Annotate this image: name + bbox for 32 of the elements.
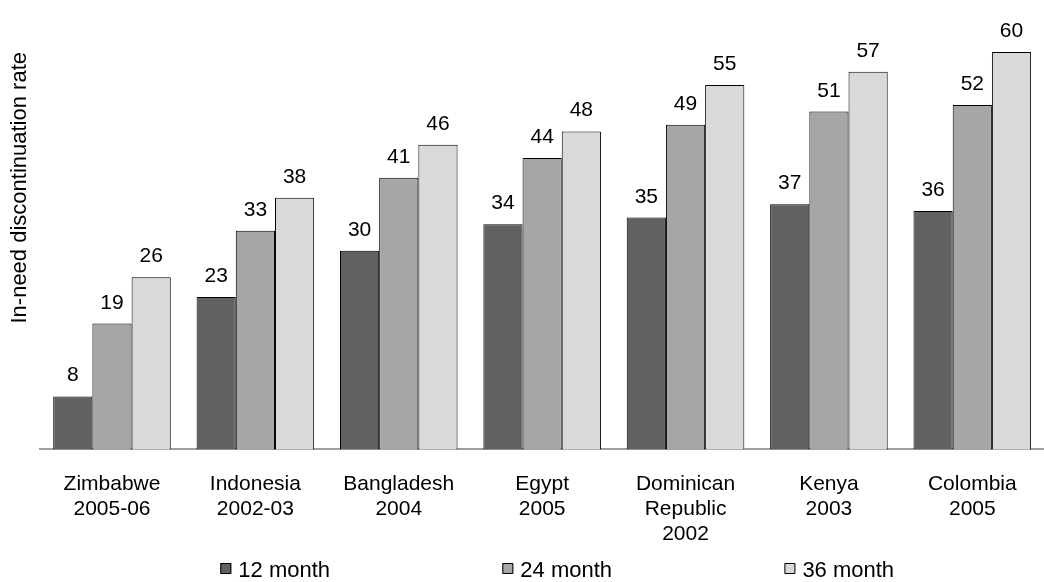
x-tick-label: Zimbabwe 2005-06: [63, 470, 161, 519]
data-label: 19: [100, 289, 124, 313]
data-label: 38: [282, 163, 307, 187]
data-label: 46: [426, 110, 450, 134]
data-label: 34: [491, 190, 515, 214]
x-tick-label: Dominican Republic 2002: [635, 470, 736, 545]
legend-label: 24 month: [520, 557, 613, 582]
legend-label: 12 month: [238, 557, 331, 582]
x-tick-label: Kenya 2003: [799, 470, 860, 519]
data-label: 44: [530, 123, 555, 147]
data-label: 35: [634, 183, 659, 207]
legend-label: 36 month: [802, 557, 895, 582]
data-label: 55: [713, 51, 737, 75]
data-label: 36: [921, 176, 945, 200]
data-label: 26: [139, 243, 163, 267]
data-label: 48: [569, 97, 594, 121]
data-label: 51: [817, 77, 841, 101]
data-label: 23: [204, 263, 228, 287]
data-label: 52: [960, 70, 984, 94]
data-label: 33: [243, 196, 268, 220]
data-label: 49: [673, 90, 698, 114]
data-label: 30: [347, 216, 372, 240]
data-label: 60: [999, 18, 1024, 41]
data-label: 8: [66, 362, 79, 386]
data-label: 37: [778, 170, 802, 194]
data-label: 57: [856, 37, 880, 61]
x-tick-label: Indonesia 2002-03: [209, 470, 302, 519]
x-tick-label: Egypt 2005: [515, 470, 570, 519]
x-tick-label: Colombia 2005: [927, 470, 1017, 519]
x-tick-label: Bangladesh 2004: [343, 470, 455, 519]
y-axis-title: In-need discontinuation rate: [5, 52, 31, 324]
data-label: 41: [387, 143, 411, 167]
